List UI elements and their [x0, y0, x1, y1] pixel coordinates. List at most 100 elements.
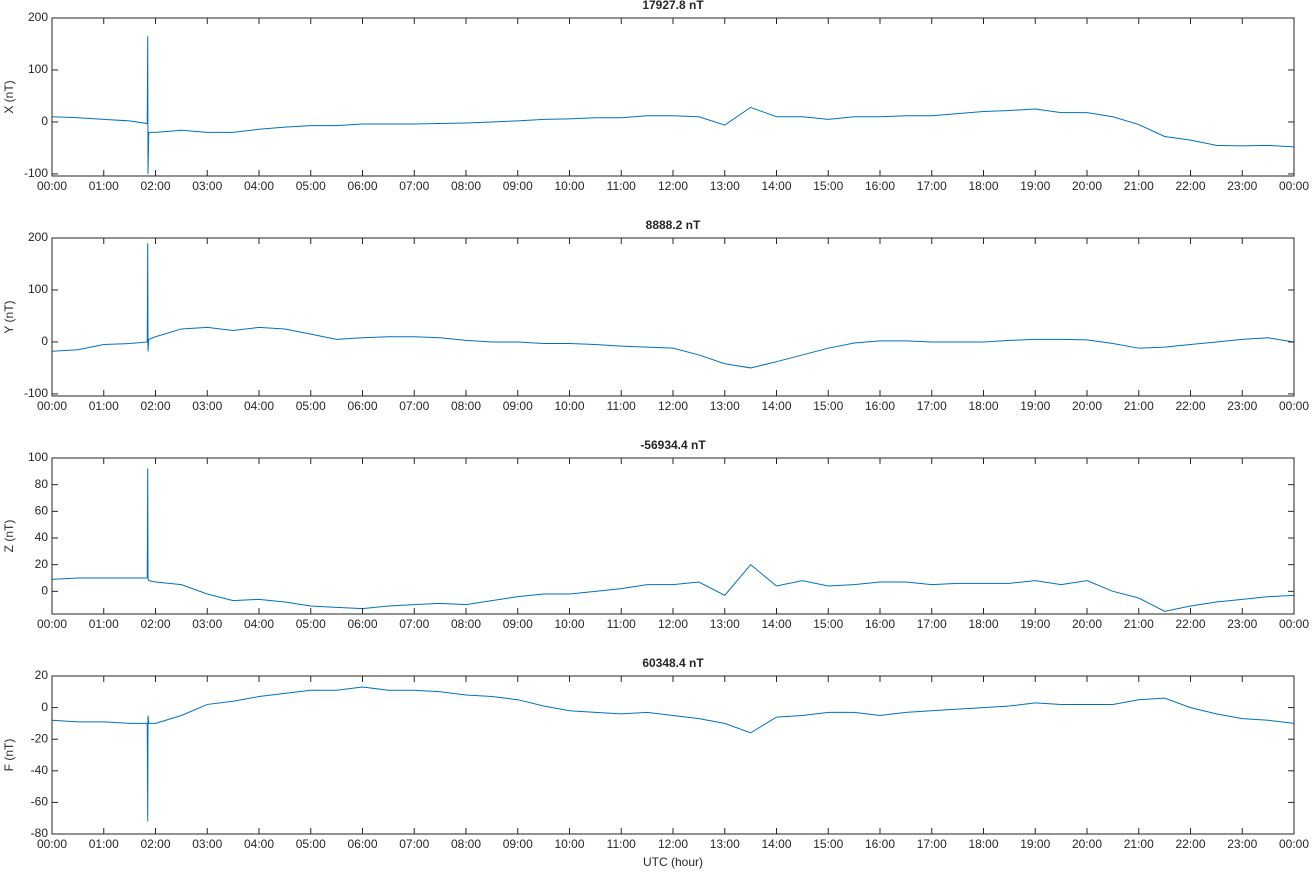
x-tick-label: 04:00	[244, 179, 274, 193]
x-tick-label: 22:00	[1175, 399, 1205, 413]
x-tick-label: 08:00	[451, 399, 481, 413]
y-tick-label: -80	[31, 826, 49, 840]
y-tick-label: -20	[31, 731, 49, 745]
x-tick-label: 01:00	[89, 837, 119, 851]
x-tick-label: 10:00	[554, 399, 584, 413]
x-tick-label: 03:00	[192, 837, 222, 851]
x-tick-label: 07:00	[399, 399, 429, 413]
x-tick-label: 01:00	[89, 179, 119, 193]
y-tick-label: 200	[28, 10, 48, 24]
x-tick-label: 18:00	[968, 399, 998, 413]
x-tick-label: 22:00	[1175, 179, 1205, 193]
data-line	[51, 686, 1295, 822]
x-tick-label: 05:00	[296, 399, 326, 413]
x-tick-label: 19:00	[1020, 617, 1050, 631]
x-tick-label: 19:00	[1020, 399, 1050, 413]
x-tick-label: 21:00	[1124, 837, 1154, 851]
x-tick-label: 03:00	[192, 399, 222, 413]
y-axis-label: X (nT)	[2, 80, 16, 113]
x-axis-label: UTC (hour)	[643, 855, 703, 869]
x-tick-label: 17:00	[917, 837, 947, 851]
y-tick-label: -100	[24, 386, 48, 400]
x-tick-label: 06:00	[347, 617, 377, 631]
x-tick-label: 12:00	[658, 837, 688, 851]
x-tick-label: 18:00	[968, 617, 998, 631]
x-tick-label: 16:00	[865, 837, 895, 851]
x-tick-label: 09:00	[503, 399, 533, 413]
x-tick-label: 19:00	[1020, 179, 1050, 193]
x-tick-label: 07:00	[399, 179, 429, 193]
x-tick-label: 00:00	[1279, 617, 1309, 631]
x-tick-label: 06:00	[347, 837, 377, 851]
x-tick-label: 11:00	[607, 617, 636, 631]
x-tick-label: 23:00	[1227, 179, 1257, 193]
x-tick-label: 08:00	[451, 179, 481, 193]
subplot-title: -56934.4 nT	[640, 438, 706, 452]
x-tick-label: 21:00	[1124, 617, 1154, 631]
x-tick-label: 07:00	[399, 837, 429, 851]
x-tick-label: 20:00	[1072, 179, 1102, 193]
y-tick-label: 60	[35, 504, 49, 518]
x-tick-label: 17:00	[917, 399, 947, 413]
subplot-title: 60348.4 nT	[642, 656, 704, 670]
x-tick-label: 05:00	[296, 617, 326, 631]
x-tick-label: 13:00	[710, 399, 740, 413]
x-tick-label: 11:00	[607, 179, 636, 193]
x-tick-label: 03:00	[192, 617, 222, 631]
x-tick-label: 02:00	[140, 399, 170, 413]
x-tick-label: 03:00	[192, 179, 222, 193]
x-tick-label: 09:00	[503, 837, 533, 851]
subplot-title: 8888.2 nT	[646, 218, 701, 232]
y-tick-label: 200	[28, 230, 48, 244]
y-tick-label: 0	[41, 114, 48, 128]
y-tick-label: 100	[28, 282, 48, 296]
data-line	[51, 243, 1295, 369]
x-tick-label: 12:00	[658, 399, 688, 413]
x-tick-label: 17:00	[917, 617, 947, 631]
y-tick-label: -60	[31, 795, 49, 809]
x-tick-label: 16:00	[865, 179, 895, 193]
x-tick-label: 08:00	[451, 617, 481, 631]
x-tick-label: 10:00	[554, 837, 584, 851]
plot-area	[52, 238, 1294, 396]
x-tick-label: 01:00	[89, 399, 119, 413]
x-tick-label: 12:00	[658, 179, 688, 193]
subplot-title: 17927.8 nT	[642, 0, 704, 12]
x-tick-label: 05:00	[296, 837, 326, 851]
x-tick-label: 23:00	[1227, 837, 1257, 851]
y-tick-label: 40	[35, 530, 49, 544]
x-tick-label: 10:00	[554, 617, 584, 631]
x-tick-label: 11:00	[607, 399, 636, 413]
subplot: -80 -60 -40 -20 0 20 00:00 01:00 02:00 03:00 04:00…	[2, 656, 1309, 869]
x-tick-label: 04:00	[244, 837, 274, 851]
y-tick-label: 20	[35, 668, 49, 682]
x-tick-label: 13:00	[710, 617, 740, 631]
x-tick-label: 04:00	[244, 399, 274, 413]
x-tick-label: 00:00	[1279, 399, 1309, 413]
x-tick-label: 18:00	[968, 179, 998, 193]
subplot: 0 20 40 60 80 100 00:00 01:00 02:00 03:00 04:00 05:…	[2, 438, 1309, 631]
y-tick-label: 0	[41, 334, 48, 348]
x-tick-label: 16:00	[865, 617, 895, 631]
x-tick-label: 10:00	[554, 179, 584, 193]
x-tick-label: 00:00	[37, 617, 67, 631]
plot-area	[52, 18, 1294, 176]
x-tick-label: 07:00	[399, 617, 429, 631]
x-tick-label: 22:00	[1175, 617, 1205, 631]
y-tick-label: 0	[41, 700, 48, 714]
x-tick-label: 14:00	[761, 179, 791, 193]
x-tick-label: 15:00	[813, 837, 843, 851]
x-tick-label: 00:00	[37, 837, 67, 851]
x-tick-label: 21:00	[1124, 179, 1154, 193]
y-tick-label: -40	[31, 763, 49, 777]
x-tick-label: 19:00	[1020, 837, 1050, 851]
x-tick-label: 09:00	[503, 617, 533, 631]
x-tick-label: 16:00	[865, 399, 895, 413]
x-tick-label: 15:00	[813, 617, 843, 631]
y-axis-label: F (nT)	[2, 739, 16, 772]
y-tick-label: 80	[35, 477, 49, 491]
x-tick-label: 14:00	[761, 837, 791, 851]
x-tick-label: 00:00	[1279, 837, 1309, 851]
x-tick-label: 05:00	[296, 179, 326, 193]
x-tick-label: 18:00	[968, 837, 998, 851]
